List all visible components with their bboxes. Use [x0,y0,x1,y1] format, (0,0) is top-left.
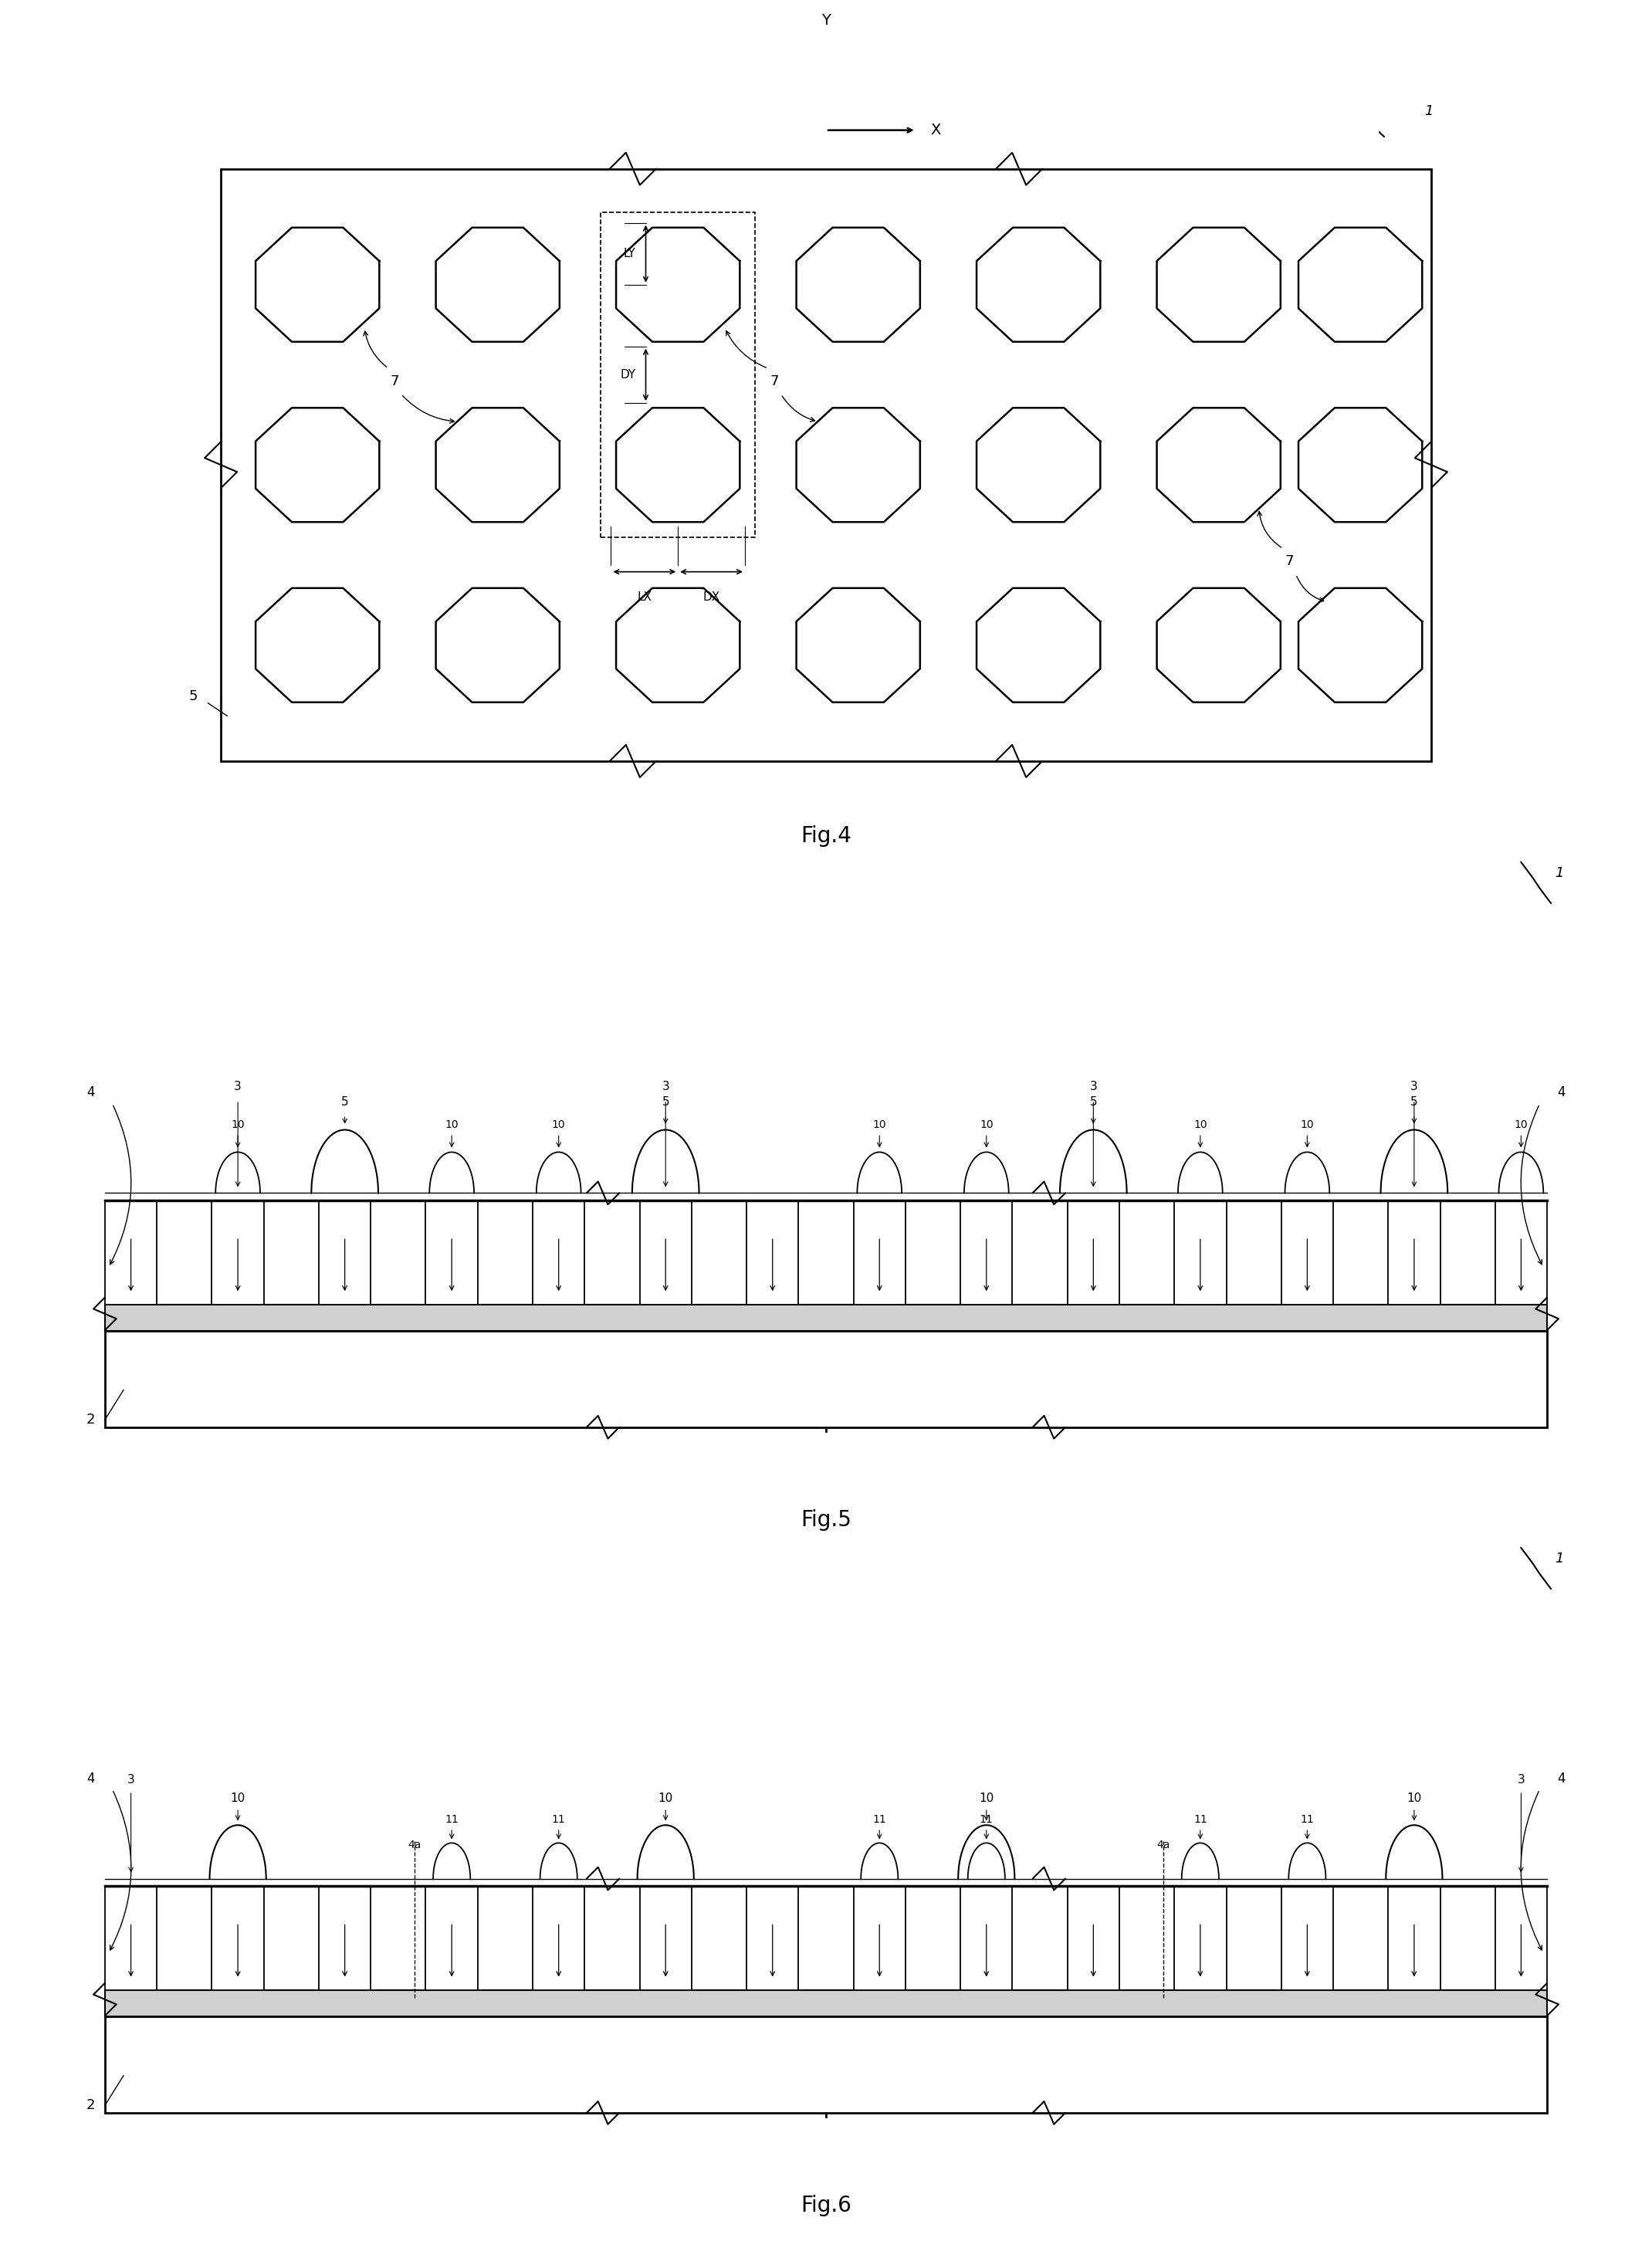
Text: 10: 10 [980,1792,995,1805]
Text: 4a: 4a [408,1839,421,1850]
Text: 1: 1 [1555,865,1563,879]
Text: 7: 7 [1285,555,1294,569]
Bar [1067,1886,1120,1989]
Bar [854,1886,905,1989]
Text: Fig.4: Fig.4 [801,825,851,847]
Bar [1175,1886,1226,1989]
Text: 4: 4 [86,1771,94,1785]
Bar [1067,1200,1120,1304]
Bar [639,1200,692,1304]
Bar [319,1886,370,1989]
Text: 10: 10 [1408,1792,1422,1805]
Text: 7: 7 [390,375,400,389]
Bar [1495,1886,1546,1989]
Bar [1282,1200,1333,1304]
Text: 11: 11 [1300,1814,1313,1825]
Bar [1282,1886,1333,1989]
Bar [639,1886,692,1989]
Text: X: X [930,124,940,137]
Text: 10: 10 [980,1120,993,1131]
Bar [319,1200,370,1304]
Text: 1: 1 [1555,1551,1563,1565]
Text: 4: 4 [86,1086,94,1099]
Text: 11: 11 [1193,1814,1208,1825]
Text: 10: 10 [552,1120,565,1131]
Text: 3: 3 [127,1774,135,1785]
Text: 10: 10 [872,1120,885,1131]
Bar [747,1200,798,1304]
Text: 3: 3 [235,1081,241,1093]
Text: Fig.6: Fig.6 [801,2194,851,2217]
Bar [532,1200,585,1304]
Text: 10: 10 [230,1792,244,1805]
Bar [211,1886,264,1989]
Bar [1175,1200,1226,1304]
Text: LY: LY [623,247,636,259]
Text: 5: 5 [188,690,198,704]
Bar [426,1886,477,1989]
Bar [106,2016,1548,2113]
Text: 10: 10 [444,1120,459,1131]
Bar [532,1886,585,1989]
Bar [106,1304,1548,1331]
Text: 1: 1 [1424,103,1434,117]
Text: DX: DX [702,591,720,602]
Text: 5: 5 [1411,1097,1417,1108]
Bar [426,1200,477,1304]
Text: 10: 10 [1193,1120,1208,1131]
Bar [601,214,755,537]
Text: Y: Y [821,13,831,27]
Text: 3: 3 [1090,1081,1097,1093]
Bar [106,1200,157,1304]
Text: 11: 11 [444,1814,459,1825]
Bar [854,1200,905,1304]
Bar [747,1886,798,1989]
Text: 5: 5 [1090,1097,1097,1108]
Text: 3: 3 [662,1081,669,1093]
Bar [1495,1200,1546,1304]
Bar [221,169,1431,762]
Text: 3: 3 [1411,1081,1417,1093]
Text: 4: 4 [1558,1771,1566,1785]
Text: 10: 10 [1300,1120,1313,1131]
Text: 7: 7 [770,375,780,389]
Text: 3: 3 [1517,1774,1525,1785]
Bar [960,1886,1013,1989]
Text: Fig.5: Fig.5 [801,1508,851,1531]
Text: 11: 11 [552,1814,565,1825]
Bar [1388,1200,1441,1304]
Text: 11: 11 [980,1814,993,1825]
Text: 5: 5 [340,1097,349,1108]
Text: 4: 4 [1558,1086,1566,1099]
Text: 2: 2 [86,2097,96,2113]
Text: 4a: 4a [1156,1839,1170,1850]
Text: 10: 10 [231,1120,244,1131]
Bar [1388,1886,1441,1989]
Bar [106,1989,1548,2016]
Bar [106,1331,1548,1427]
Bar [211,1200,264,1304]
Text: 5: 5 [662,1097,669,1108]
Bar [960,1200,1013,1304]
Text: DY: DY [620,369,636,380]
Text: 11: 11 [872,1814,887,1825]
Text: 10: 10 [657,1792,672,1805]
Text: LX: LX [638,591,653,602]
Text: 10: 10 [1515,1120,1528,1131]
Bar [106,1886,157,1989]
Text: 2: 2 [86,1412,96,1427]
